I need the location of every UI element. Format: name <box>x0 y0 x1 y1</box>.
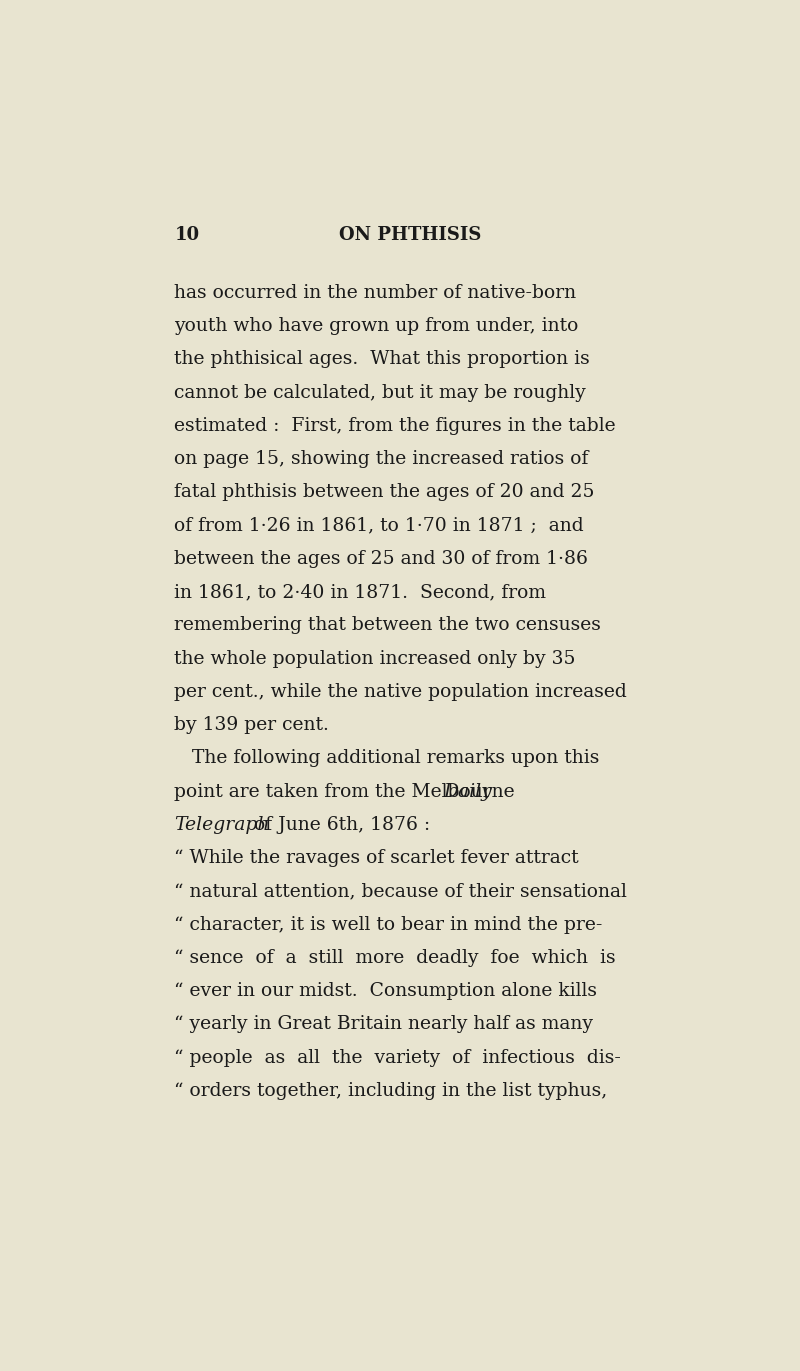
Text: the phthisical ages.  What this proportion is: the phthisical ages. What this proportio… <box>174 350 590 369</box>
Text: in 1861, to 2·40 in 1871.  Second, from: in 1861, to 2·40 in 1871. Second, from <box>174 583 546 600</box>
Text: “ ever in our midst.  Consumption alone kills: “ ever in our midst. Consumption alone k… <box>174 982 598 999</box>
Text: “ people  as  all  the  variety  of  infectious  dis-: “ people as all the variety of infectiou… <box>174 1049 622 1067</box>
Text: on page 15, showing the increased ratios of: on page 15, showing the increased ratios… <box>174 450 589 468</box>
Text: youth who have grown up from under, into: youth who have grown up from under, into <box>174 317 578 335</box>
Text: of from 1·26 in 1861, to 1·70 in 1871 ;  and: of from 1·26 in 1861, to 1·70 in 1871 ; … <box>174 517 584 535</box>
Text: The following additional remarks upon this: The following additional remarks upon th… <box>174 750 600 768</box>
Text: fatal phthisis between the ages of 20 and 25: fatal phthisis between the ages of 20 an… <box>174 484 595 502</box>
Text: estimated :  First, from the figures in the table: estimated : First, from the figures in t… <box>174 417 616 435</box>
Text: the whole population increased only by 35: the whole population increased only by 3… <box>174 650 576 668</box>
Text: 10: 10 <box>174 226 199 244</box>
Text: “ While the ravages of scarlet fever attract: “ While the ravages of scarlet fever att… <box>174 849 579 866</box>
Text: ON PHTHISIS: ON PHTHISIS <box>339 226 481 244</box>
Text: “ character, it is well to bear in mind the pre-: “ character, it is well to bear in mind … <box>174 916 602 934</box>
Text: point are taken from the Melbourne: point are taken from the Melbourne <box>174 783 521 801</box>
Text: by 139 per cent.: by 139 per cent. <box>174 716 330 733</box>
Text: “ yearly in Great Britain nearly half as many: “ yearly in Great Britain nearly half as… <box>174 1016 594 1034</box>
Text: per cent., while the native population increased: per cent., while the native population i… <box>174 683 627 701</box>
Text: “ sence  of  a  still  more  deadly  foe  which  is: “ sence of a still more deadly foe which… <box>174 949 616 967</box>
Text: Daily: Daily <box>443 783 492 801</box>
Text: has occurred in the number of native-born: has occurred in the number of native-bor… <box>174 284 577 302</box>
Text: Telegraph: Telegraph <box>174 816 270 834</box>
Text: “ orders together, including in the list typhus,: “ orders together, including in the list… <box>174 1082 608 1100</box>
Text: between the ages of 25 and 30 of from 1·86: between the ages of 25 and 30 of from 1·… <box>174 550 588 568</box>
Text: “ natural attention, because of their sensational: “ natural attention, because of their se… <box>174 883 627 901</box>
Text: remembering that between the two censuses: remembering that between the two censuse… <box>174 617 602 635</box>
Text: cannot be calculated, but it may be roughly: cannot be calculated, but it may be roug… <box>174 384 586 402</box>
Text: of June 6th, 1876 :: of June 6th, 1876 : <box>249 816 430 834</box>
